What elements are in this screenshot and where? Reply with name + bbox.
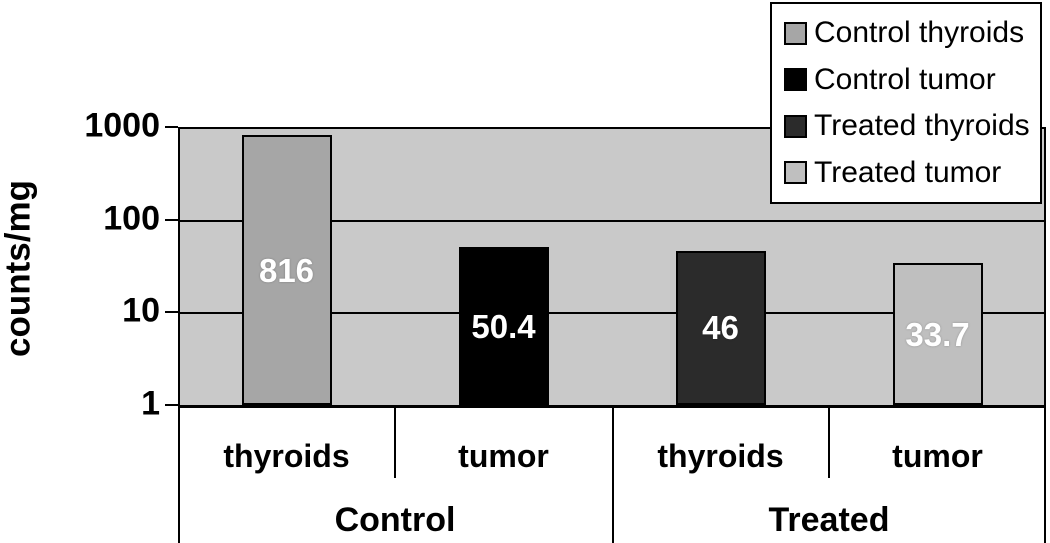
y-tick-label: 1 <box>141 384 160 423</box>
y-tick-label: 1000 <box>84 106 160 145</box>
axis-divider <box>178 405 180 543</box>
bar-value-label: 50.4 <box>471 307 536 345</box>
category-label: tumor <box>458 438 549 474</box>
category-label: thyroids <box>223 438 350 474</box>
legend-item: Treated thyroids <box>784 111 1036 141</box>
bar-treated-tumor: 33.7 <box>892 263 983 405</box>
gridline <box>180 312 1044 315</box>
group-label: Control <box>334 501 456 539</box>
legend-label: Treated tumor <box>814 155 1002 189</box>
legend-swatch <box>784 21 807 45</box>
y-tick-mark <box>165 404 178 406</box>
legend-item: Control thyroids <box>784 18 1036 48</box>
bar-control-tumor: 50.4 <box>458 247 549 405</box>
y-tick-label: 100 <box>103 199 160 238</box>
gridline <box>180 219 1044 222</box>
legend-item: Treated tumor <box>784 155 1036 189</box>
y-tick-mark <box>165 218 178 221</box>
axis-divider <box>612 405 614 543</box>
category-label: tumor <box>892 438 983 474</box>
bar-value-label: 46 <box>702 309 739 347</box>
legend-item: Control tumor <box>784 62 1036 96</box>
bar-treated-thyroids: 46 <box>675 250 766 405</box>
category-label: thyroids <box>657 438 784 474</box>
legend-swatch <box>784 114 807 138</box>
category-divider <box>394 408 396 478</box>
y-axis-title: counts/mg <box>0 180 38 357</box>
bar-control-thyroids: 816 <box>241 135 332 405</box>
y-tick-label: 10 <box>122 291 160 330</box>
legend-label: Treated thyroids <box>814 109 1030 143</box>
bar-value-label: 816 <box>258 251 315 289</box>
axis-divider <box>1044 405 1046 543</box>
category-divider <box>828 408 830 478</box>
legend-label: Control thyroids <box>814 16 1025 50</box>
legend-swatch <box>784 68 807 92</box>
y-tick-mark <box>165 126 178 128</box>
y-tick-mark <box>165 311 178 314</box>
legend: Control thyroids Control tumor Treated thy… <box>770 2 1042 204</box>
bar-value-label: 33.7 <box>905 315 970 353</box>
legend-label: Control tumor <box>814 62 996 96</box>
group-label: Treated <box>768 501 890 539</box>
legend-swatch <box>784 161 807 185</box>
